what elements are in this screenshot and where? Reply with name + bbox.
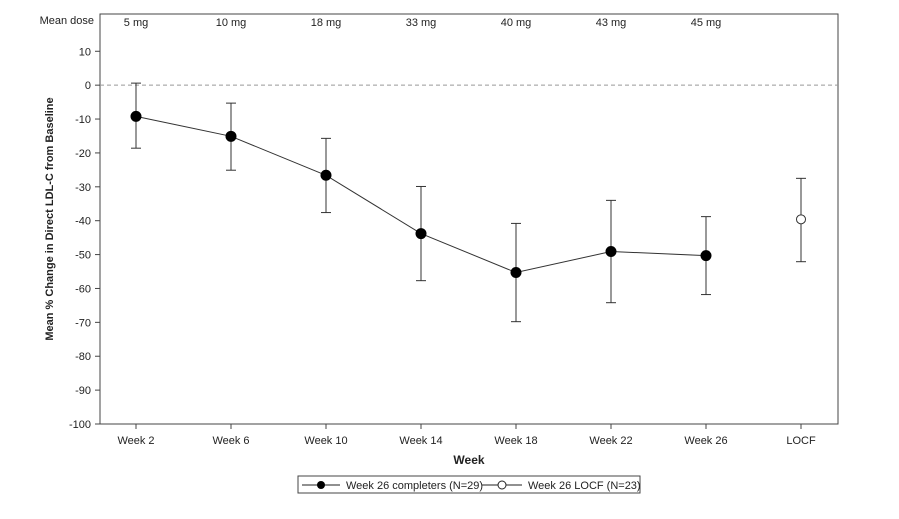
data-point xyxy=(700,250,712,262)
legend: Week 26 completers (N=29) Week 26 LOCF (… xyxy=(297,475,641,494)
dose-label: Mean dose xyxy=(40,15,94,27)
legend-marker-open-circle xyxy=(497,480,507,490)
x-tick-label: LOCF xyxy=(786,435,816,447)
dose-label-value: 45 mg xyxy=(691,17,722,29)
x-tick-label: Week 14 xyxy=(399,435,442,447)
legend-marker-filled-circle xyxy=(317,481,325,489)
data-point xyxy=(225,130,237,142)
y-tick-label: -60 xyxy=(75,283,91,295)
x-tick-label: Week 26 xyxy=(684,435,727,447)
data-point xyxy=(796,214,806,225)
y-tick-label: -40 xyxy=(75,216,91,228)
dose-label-value: 33 mg xyxy=(406,17,437,29)
legend-box xyxy=(297,475,641,494)
y-tick-label: -90 xyxy=(75,385,91,397)
dose-label-value: 10 mg xyxy=(216,17,247,29)
y-tick-label: -10 xyxy=(75,114,91,126)
plot-frame xyxy=(99,13,839,425)
x-axis-label: Week xyxy=(453,453,484,467)
dose-label-value: 43 mg xyxy=(596,17,627,29)
data-point xyxy=(320,169,332,181)
y-tick-label: -100 xyxy=(69,419,91,431)
y-tick-label: 0 xyxy=(85,80,91,92)
dose-label-value: 5 mg xyxy=(124,17,148,29)
dose-label-value: 18 mg xyxy=(311,17,342,29)
y-tick-label: -80 xyxy=(75,351,91,363)
data-point xyxy=(130,110,142,122)
y-tick-label: -70 xyxy=(75,317,91,329)
data-point xyxy=(510,267,522,279)
dose-label-value: 40 mg xyxy=(501,17,532,29)
x-tick-label: Week 22 xyxy=(589,435,632,447)
data-point xyxy=(605,246,617,258)
x-tick-label: Week 6 xyxy=(212,435,249,447)
y-tick-label: -30 xyxy=(75,182,91,194)
y-tick-label: 10 xyxy=(79,46,91,58)
legend-label-locf: Week 26 LOCF (N=23) xyxy=(528,480,641,492)
legend-label-completers: Week 26 completers (N=29) xyxy=(346,480,483,492)
y-tick-label: -50 xyxy=(75,250,91,262)
x-tick-label: Week 10 xyxy=(304,435,347,447)
x-tick-label: Week 18 xyxy=(494,435,537,447)
data-point xyxy=(415,228,427,240)
y-axis-label: Mean % Change in Direct LDL-C from Basel… xyxy=(44,97,56,340)
x-tick-label: Week 2 xyxy=(117,435,154,447)
y-tick-label: -20 xyxy=(75,148,91,160)
